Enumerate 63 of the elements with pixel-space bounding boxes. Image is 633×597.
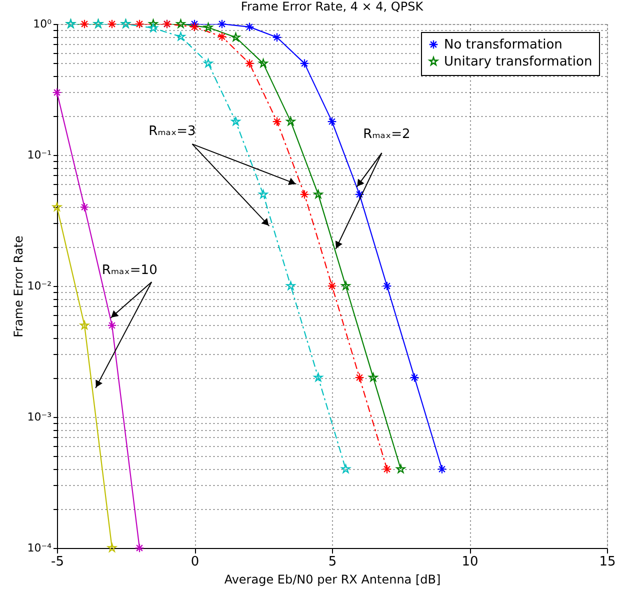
- point: [314, 190, 323, 198]
- y-tick-label: 10⁻¹: [27, 148, 52, 162]
- x-tick-label: 5: [328, 554, 337, 570]
- point: [148, 19, 158, 28]
- point: [396, 464, 406, 474]
- point: [80, 202, 90, 212]
- point: [134, 543, 144, 553]
- point: [217, 32, 227, 42]
- point: [327, 281, 337, 291]
- point: [354, 190, 364, 200]
- point: [272, 32, 282, 42]
- point: [80, 19, 90, 29]
- point: [341, 281, 350, 290]
- point: [286, 116, 296, 126]
- point: [382, 281, 392, 291]
- annotation: Rₘₐₓ=10: [102, 262, 158, 278]
- point: [148, 23, 158, 32]
- legend-label: No transformation: [444, 38, 562, 52]
- y-tick-label: 10⁻⁴: [27, 542, 52, 554]
- point: [204, 58, 213, 68]
- annotation: Rₘₐₓ=3: [148, 124, 196, 140]
- point: [258, 190, 268, 198]
- point: [300, 58, 310, 68]
- point: [354, 372, 364, 382]
- point: [300, 190, 310, 200]
- point: [244, 58, 254, 68]
- point: [437, 464, 447, 474]
- point: [258, 58, 268, 68]
- point: [134, 19, 144, 29]
- point: [410, 372, 420, 382]
- point: [272, 116, 282, 126]
- point: [80, 320, 90, 330]
- legend-label: Unitary transformation: [444, 54, 592, 70]
- x-tick-label: -5: [51, 554, 64, 570]
- point: [107, 320, 117, 330]
- point: [176, 32, 186, 41]
- y-axis-title: Frame Error Rate: [11, 236, 26, 338]
- point: [217, 19, 227, 29]
- point: [204, 22, 213, 32]
- point: [190, 22, 200, 32]
- point: [176, 19, 186, 28]
- point: [382, 464, 392, 474]
- point: [327, 116, 337, 126]
- y-tick-label: 10⁰: [33, 18, 52, 30]
- x-tick-label: 0: [190, 554, 200, 570]
- point: [368, 372, 378, 382]
- chart-title: Frame Error Rate, 4 × 4, QPSK: [240, 0, 424, 14]
- point: [244, 22, 254, 32]
- x-tick-label: 15: [599, 554, 616, 570]
- point: [107, 543, 117, 552]
- annotation: Rₘₐₓ=2: [363, 126, 410, 142]
- y-tick-label: 10⁻³: [27, 410, 52, 424]
- x-tick-label: 10: [462, 554, 478, 570]
- point: [314, 372, 323, 382]
- point: [107, 19, 117, 29]
- point: [52, 88, 62, 98]
- point: [341, 464, 350, 474]
- point: [286, 281, 296, 290]
- point: [231, 116, 240, 126]
- x-axis-title: Average Eb/N0 per RX Antenna [dB]: [224, 572, 441, 586]
- y-tick-label: 10⁻²: [27, 280, 52, 292]
- point: [231, 32, 240, 42]
- point: [52, 202, 62, 212]
